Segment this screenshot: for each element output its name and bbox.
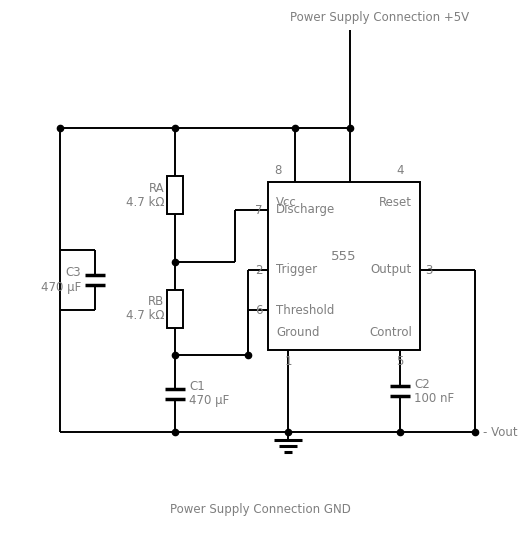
Text: RB: RB: [148, 295, 164, 308]
Text: 100 nF: 100 nF: [414, 392, 454, 404]
Text: 470 μF: 470 μF: [41, 280, 81, 294]
Text: Power Supply Connection GND: Power Supply Connection GND: [170, 503, 350, 516]
Text: - Vout  +: - Vout +: [483, 426, 520, 438]
Text: 6: 6: [255, 303, 263, 316]
Text: 4.7 kΩ: 4.7 kΩ: [125, 195, 164, 208]
Bar: [167, 176, 183, 214]
Text: RA: RA: [148, 181, 164, 194]
Text: 7: 7: [255, 204, 263, 217]
Text: Trigger: Trigger: [276, 264, 317, 276]
Text: 470 μF: 470 μF: [189, 394, 229, 407]
Text: Control: Control: [369, 326, 412, 339]
Text: Vcc: Vcc: [276, 195, 297, 208]
Text: 4.7 kΩ: 4.7 kΩ: [125, 309, 164, 322]
Text: C3: C3: [66, 267, 81, 280]
Text: Reset: Reset: [379, 195, 412, 208]
Text: Threshold: Threshold: [276, 303, 334, 316]
Text: Ground: Ground: [276, 326, 319, 339]
Bar: [268, 182, 420, 350]
Text: Discharge: Discharge: [276, 204, 335, 217]
Text: C2: C2: [414, 377, 430, 390]
Text: 8: 8: [275, 164, 282, 177]
Text: 1: 1: [284, 355, 292, 368]
Bar: [167, 289, 183, 327]
Text: 4: 4: [396, 164, 404, 177]
Text: C1: C1: [189, 380, 205, 393]
Text: 3: 3: [425, 264, 432, 276]
Text: 5: 5: [396, 355, 404, 368]
Text: 2: 2: [255, 264, 263, 276]
Text: Output: Output: [371, 264, 412, 276]
Text: Power Supply Connection +5V: Power Supply Connection +5V: [291, 11, 470, 24]
Text: 555: 555: [331, 249, 357, 262]
